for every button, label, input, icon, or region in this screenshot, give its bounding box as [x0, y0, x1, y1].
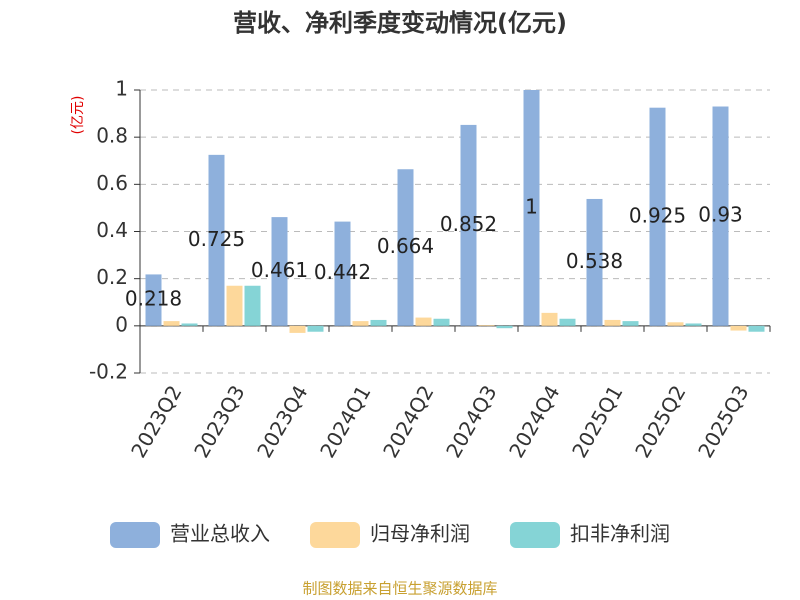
- legend-swatch: [310, 522, 360, 548]
- data-label: 0.442: [314, 260, 371, 284]
- y-tick-label: 0.6: [96, 171, 128, 195]
- data-label: 0.852: [440, 212, 497, 236]
- bar: [226, 285, 243, 326]
- bar: [289, 325, 306, 333]
- y-tick-label: 1: [115, 77, 128, 101]
- bar: [649, 107, 666, 326]
- bar: [460, 124, 477, 326]
- bar: [541, 312, 558, 326]
- y-tick-label: 0.2: [96, 265, 128, 289]
- bar: [334, 221, 351, 326]
- bar: [712, 106, 729, 326]
- bar: [271, 217, 288, 326]
- bar: [496, 325, 513, 329]
- bar: [163, 321, 180, 326]
- bar: [370, 319, 387, 326]
- data-label: 0.538: [566, 249, 623, 273]
- x-tick-label: 2024Q2: [378, 381, 438, 462]
- bar: [586, 198, 603, 326]
- y-tick-label: -0.2: [89, 360, 128, 384]
- data-label: 1: [525, 194, 538, 218]
- bar: [244, 285, 261, 326]
- bar: [181, 323, 198, 326]
- bar: [415, 317, 432, 326]
- bar: [478, 325, 495, 326]
- bar: [307, 325, 324, 332]
- x-tick-label: 2023Q2: [126, 381, 186, 462]
- legend-label: 营业总收入: [170, 522, 270, 546]
- legend-label: 归母净利润: [370, 522, 470, 546]
- bar: [748, 325, 765, 332]
- y-tick-label: 0: [115, 312, 128, 336]
- y-tick-label: 0.8: [96, 124, 128, 148]
- x-tick-label: 2023Q3: [189, 381, 249, 462]
- legend-swatch: [110, 522, 160, 548]
- x-tick-label: 2025Q1: [567, 381, 627, 462]
- legend-swatch: [510, 522, 560, 548]
- x-tick-label: 2024Q3: [441, 381, 501, 462]
- legend-label: 扣非净利润: [570, 522, 670, 546]
- x-tick-label: 2025Q2: [630, 381, 690, 462]
- bar: [208, 154, 225, 326]
- bar: [604, 319, 621, 326]
- bar: [523, 90, 540, 326]
- y-tick-label: 0.4: [96, 218, 128, 242]
- bar: [352, 321, 369, 326]
- x-tick-label: 2025Q3: [693, 381, 753, 462]
- bar: [559, 318, 576, 326]
- data-label: 0.93: [698, 203, 743, 227]
- bar: [397, 169, 414, 326]
- bar: [685, 323, 702, 326]
- source-note: 制图数据来自恒生聚源数据库: [302, 580, 497, 598]
- bar: [145, 274, 162, 326]
- data-label: 0.664: [377, 234, 434, 258]
- data-label: 0.218: [125, 287, 182, 311]
- y-axis-label: (亿元): [70, 96, 86, 135]
- chart-title: 营收、净利季度变动情况(亿元): [233, 9, 567, 37]
- data-label: 0.925: [629, 203, 686, 227]
- bar: [433, 318, 450, 326]
- x-tick-label: 2024Q1: [315, 381, 375, 462]
- bar: [667, 322, 684, 326]
- data-label: 0.725: [188, 227, 245, 251]
- data-label: 0.461: [251, 258, 308, 282]
- x-tick-label: 2023Q4: [252, 381, 312, 462]
- bar: [730, 325, 747, 331]
- x-tick-label: 2024Q4: [504, 381, 564, 462]
- bar: [622, 321, 639, 326]
